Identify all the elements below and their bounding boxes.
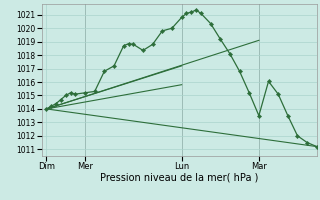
X-axis label: Pression niveau de la mer( hPa ): Pression niveau de la mer( hPa ) — [100, 173, 258, 183]
